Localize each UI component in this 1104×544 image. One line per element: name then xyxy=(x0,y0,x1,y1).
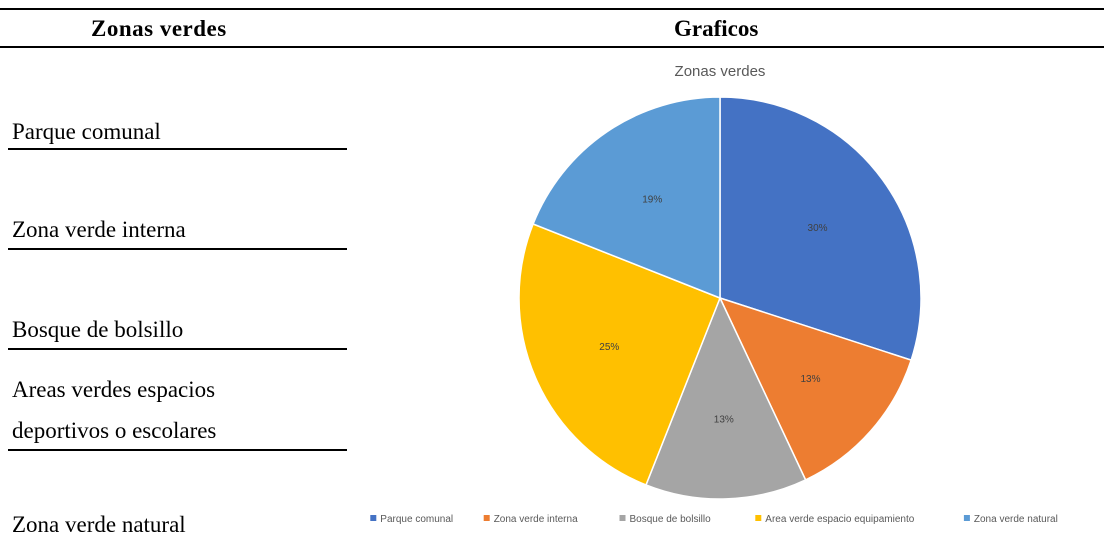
row-divider xyxy=(8,248,347,250)
slice-label-area-verde-espacio-equipamiento: 25% xyxy=(599,342,619,353)
legend-item-zona-verde-natural: Zona verde natural xyxy=(963,514,1058,525)
slice-label-bosque-de-bolsillo: 13% xyxy=(714,415,734,426)
pie-slice-parque-comunal xyxy=(719,96,922,362)
table-header-rule xyxy=(0,46,1104,48)
chart-legend: Parque comunal Zona verde interna Bosque d… xyxy=(370,514,1058,525)
legend-label: Parque comunal xyxy=(380,514,453,525)
pie-slice-bosque-de-bolsillo xyxy=(645,296,807,500)
legend-item-bosque-de-bolsillo: Bosque de bolsillo xyxy=(619,514,712,525)
column-header-graficos: Graficos xyxy=(674,16,759,41)
legend-swatch xyxy=(963,515,970,521)
slice-label-zona-verde-interna: 13% xyxy=(800,374,820,385)
row-divider xyxy=(8,148,347,150)
zone-label-bosque-de-bolsillo: Bosque de bolsillo xyxy=(12,317,184,342)
pie-slices xyxy=(518,96,922,500)
pie-slice-area-verde-espacio-equipamiento xyxy=(518,223,721,486)
legend-item-parque-comunal: Parque comunal xyxy=(370,514,453,525)
pie-slice-zona-verde-interna xyxy=(718,296,913,481)
legend-swatch xyxy=(370,515,377,521)
zone-label-zona-verde-interna: Zona verde interna xyxy=(12,217,186,242)
legend-label: Zona verde interna xyxy=(494,514,578,525)
pie-slice-zona-verde-natural xyxy=(532,96,721,300)
table-top-rule xyxy=(0,8,1104,10)
legend-label: Bosque de bolsillo xyxy=(630,514,712,525)
pie-chart-container: Zonas verdes 30% 13% 13% 25% 19% Parque comu… xyxy=(360,54,1104,544)
legend-label: Area verde espacio equipamiento xyxy=(765,514,914,525)
zone-label-areas-verdes-line2: deportivos o escolares xyxy=(12,418,217,443)
row-divider xyxy=(8,449,347,451)
chart-title: Zonas verdes xyxy=(675,63,766,80)
legend-swatch xyxy=(755,515,762,521)
legend-item-zona-verde-interna: Zona verde interna xyxy=(483,514,578,525)
slice-label-parque-comunal: 30% xyxy=(808,223,828,234)
legend-item-area-verde-espacio-equipamiento: Area verde espacio equipamiento xyxy=(755,514,915,525)
zone-label-zona-verde-natural: Zona verde natural xyxy=(12,512,186,537)
pie-chart: Zonas verdes 30% 13% 13% 25% 19% Parque comu… xyxy=(370,63,1058,525)
row-divider xyxy=(8,348,347,350)
column-header-zonas: Zonas verdes xyxy=(91,16,227,41)
legend-swatch xyxy=(483,515,490,521)
slice-label-zona-verde-natural: 19% xyxy=(642,194,662,205)
zone-label-parque-comunal: Parque comunal xyxy=(12,119,161,144)
zone-label-areas-verdes-line1: Areas verdes espacios xyxy=(12,377,216,402)
legend-label: Zona verde natural xyxy=(974,514,1058,525)
legend-swatch xyxy=(619,515,626,521)
pie-slice-labels: 30% 13% 13% 25% 19% xyxy=(599,194,827,425)
